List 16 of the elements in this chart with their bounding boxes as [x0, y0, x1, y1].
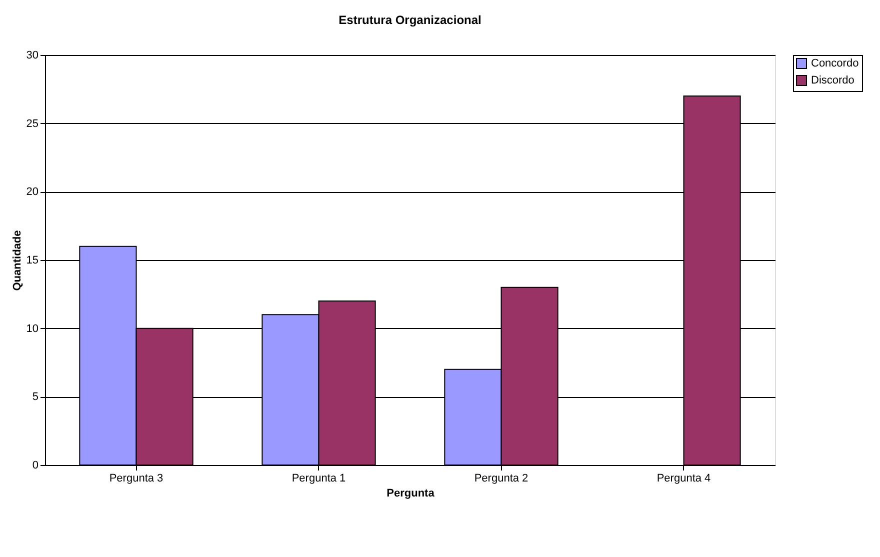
y-tick-label: 30	[26, 50, 38, 62]
x-tick-label: Pergunta 4	[656, 472, 711, 484]
y-tick-label: 20	[26, 186, 38, 198]
y-axis-title: Quantidade	[11, 230, 24, 291]
y-tick-label: 10	[26, 322, 38, 335]
x-tick-label: Pergunta 2	[474, 472, 528, 484]
legend-label: Discordo	[811, 74, 854, 86]
chart-title: Estrutura Organizacional	[338, 13, 482, 27]
y-tick-label: 25	[26, 118, 38, 130]
y-tick-label: 15	[26, 254, 38, 266]
y-tick-label: 0	[32, 460, 38, 472]
legend-label: Concordo	[811, 58, 859, 70]
x-tick-label: Pergunta 3	[109, 472, 164, 484]
x-tick-label: Pergunta 1	[292, 472, 346, 484]
y-tick-label: 5	[32, 391, 38, 404]
x-axis-title: Pergunta	[386, 488, 436, 500]
